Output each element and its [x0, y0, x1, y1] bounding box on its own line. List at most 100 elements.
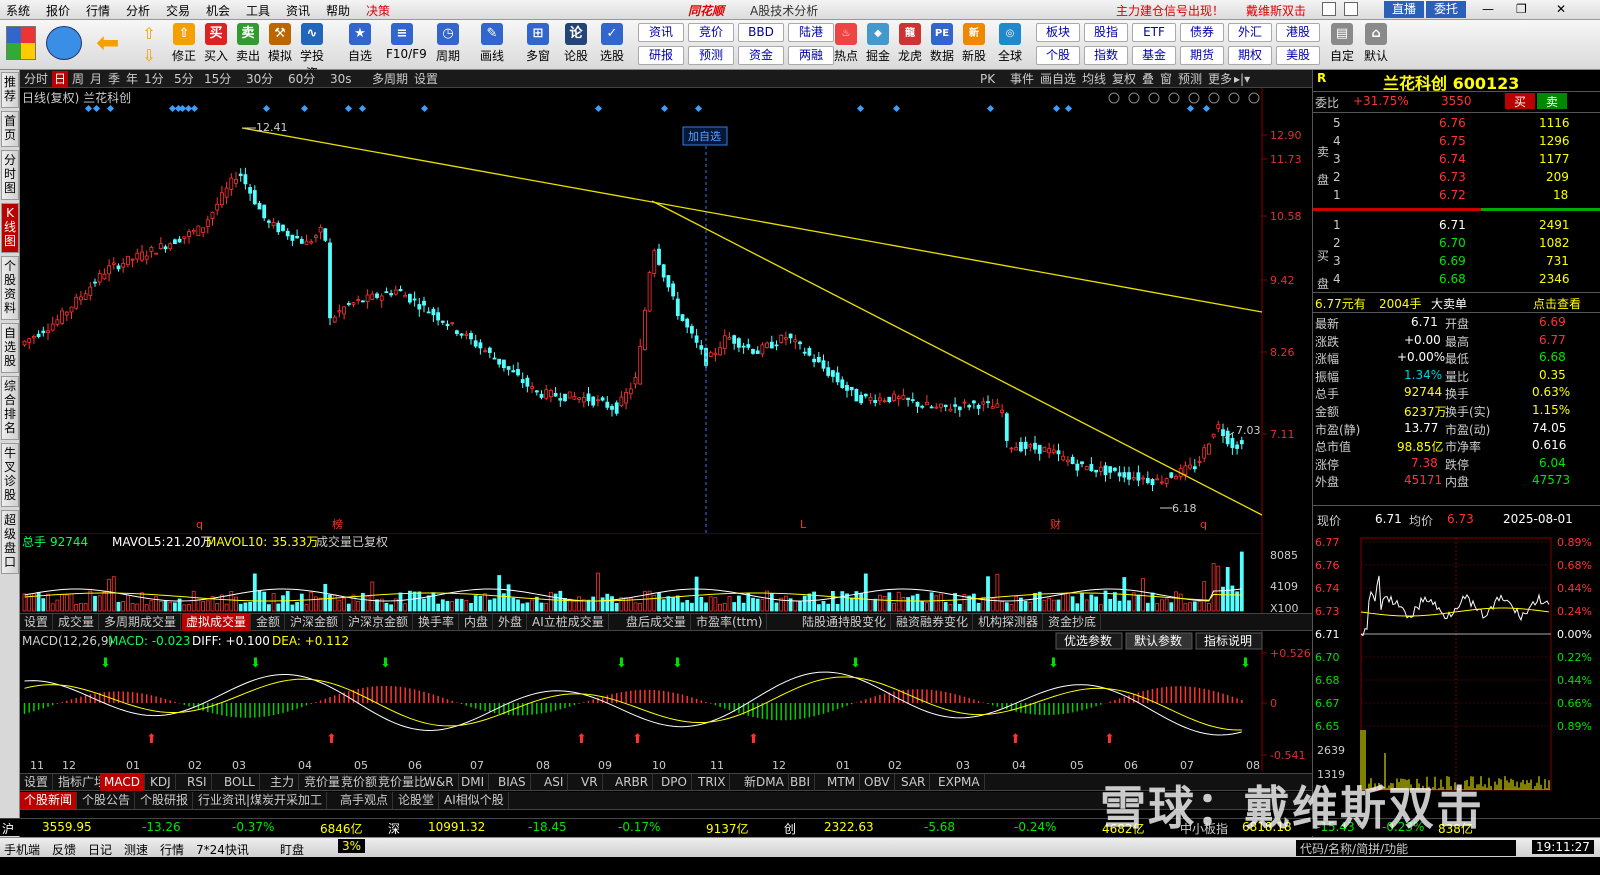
- quick-0-1-button[interactable]: 竞价: [688, 23, 734, 42]
- gear-icon[interactable]: [1108, 92, 1120, 104]
- period-5[interactable]: 年: [126, 72, 139, 86]
- menu-chance[interactable]: 机会: [206, 4, 231, 18]
- period-right-1[interactable]: 事件: [1010, 72, 1035, 86]
- ind-tab-23[interactable]: EXPMA: [934, 774, 985, 791]
- vol-tab-8[interactable]: 内盘: [460, 614, 494, 631]
- vol-tab-11[interactable]: 盘后成交量: [622, 614, 692, 631]
- user-name[interactable]: 戴维斯双击: [1246, 4, 1307, 18]
- status-item-6[interactable]: 盯盘: [280, 843, 305, 857]
- event-diamond-icon[interactable]: [168, 104, 177, 113]
- add-watch-box[interactable]: [682, 126, 728, 146]
- menu-news[interactable]: 资讯: [286, 4, 311, 18]
- buy-button[interactable]: 买: [1505, 93, 1535, 109]
- vtab-4[interactable]: 个股资料: [1, 256, 19, 320]
- vol-tab-2[interactable]: 多周期成交量: [100, 614, 182, 631]
- ind-tab-21[interactable]: OBV: [860, 774, 895, 791]
- period-8[interactable]: 15分: [204, 72, 232, 86]
- quick-1-2-button[interactable]: 资金: [738, 46, 784, 65]
- status-item-3[interactable]: 测速: [124, 843, 149, 857]
- vtab-5[interactable]: 自选股: [1, 323, 19, 373]
- period-1[interactable]: 日: [52, 71, 69, 87]
- brush-icon[interactable]: [1128, 92, 1140, 104]
- news-tab-6[interactable]: AI相似个股: [440, 792, 509, 809]
- menu-analysis[interactable]: 分析: [126, 4, 151, 18]
- mail-icon[interactable]: [1344, 2, 1358, 16]
- period-6[interactable]: 1分: [144, 72, 164, 86]
- close-icon[interactable]: ✕: [1556, 2, 1567, 16]
- eye2-icon[interactable]: [1168, 92, 1180, 104]
- vol-tab-4[interactable]: 金额: [252, 614, 286, 631]
- period-0[interactable]: 分时: [24, 72, 49, 86]
- vtab-2[interactable]: 分时图: [1, 150, 19, 200]
- vol-tab-5[interactable]: 沪深金额: [286, 614, 344, 631]
- period-right-6[interactable]: 窗: [1160, 72, 1173, 86]
- sell-button[interactable]: 卖: [1537, 93, 1567, 109]
- ind-tab-22[interactable]: SAR: [897, 774, 931, 791]
- event-diamond-icon[interactable]: [300, 104, 309, 113]
- market-0-2-button[interactable]: ETF: [1132, 23, 1176, 42]
- event-diamond-icon[interactable]: [594, 104, 603, 113]
- event-diamond-icon[interactable]: [178, 104, 187, 113]
- vol-tab-12[interactable]: 市盈率(ttm): [692, 614, 768, 631]
- market-1-0-button[interactable]: 个股: [1036, 46, 1080, 65]
- toolbar-1-button[interactable]: 买买入: [200, 22, 232, 68]
- vol-tab-15[interactable]: 机构探测器: [974, 614, 1044, 631]
- period-7[interactable]: 5分: [174, 72, 194, 86]
- period-right-5[interactable]: 叠: [1142, 72, 1155, 86]
- toolbar-mid-5-button[interactable]: ◎ 全球: [994, 22, 1026, 68]
- event-diamond-icon[interactable]: [856, 104, 865, 113]
- market-1-2-button[interactable]: 基金: [1132, 46, 1176, 65]
- news-tab-5[interactable]: 论股堂: [394, 792, 440, 809]
- vol-tab-9[interactable]: 外盘: [494, 614, 528, 631]
- status-item-1[interactable]: 反馈: [52, 843, 77, 857]
- assistant-robot-icon[interactable]: [46, 26, 82, 60]
- quick-0-0-button[interactable]: 资讯: [638, 23, 684, 42]
- event-diamond-icon[interactable]: [660, 104, 669, 113]
- arrow-up-icon[interactable]: ⇧: [142, 24, 156, 43]
- toolbar-4-button[interactable]: ∿学投资: [296, 22, 328, 80]
- zoom-in-icon[interactable]: [1228, 92, 1240, 104]
- global-search-input[interactable]: 代码/名称/简拼/功能: [1296, 840, 1516, 856]
- period-10[interactable]: 60分: [288, 72, 316, 86]
- market-1-4-button[interactable]: 期权: [1228, 46, 1272, 65]
- toolbar-6-button[interactable]: ≡ F10/F9: [386, 22, 427, 68]
- period-right-2[interactable]: 画自选: [1040, 72, 1077, 86]
- menu-trade[interactable]: 交易: [166, 4, 191, 18]
- vtab-3[interactable]: K线图: [1, 203, 19, 253]
- signal-text[interactable]: 主力建仓信号出现！: [1116, 4, 1225, 18]
- live-button[interactable]: 直播: [1384, 1, 1424, 18]
- news-tab-1[interactable]: 个股公告: [78, 792, 136, 809]
- toolbar-10-button[interactable]: 论论股: [560, 22, 592, 68]
- macd-button-1[interactable]: [1125, 632, 1193, 650]
- zoom-out-icon[interactable]: [1248, 92, 1260, 104]
- period-right-0[interactable]: PK: [980, 72, 996, 86]
- toolbar-2-button[interactable]: 卖卖出: [232, 22, 264, 68]
- ind-tab-13[interactable]: ASI: [540, 774, 569, 791]
- ind-tab-17[interactable]: TRIX: [694, 774, 731, 791]
- news-tab-0[interactable]: 个股新闻: [20, 792, 78, 809]
- vol-tab-0[interactable]: 设置: [20, 614, 54, 631]
- restore-icon[interactable]: ❐: [1516, 2, 1527, 16]
- vtab-8[interactable]: 超级盘口: [1, 510, 19, 574]
- period-right-7[interactable]: 预测: [1178, 72, 1203, 86]
- toolbar-5-button[interactable]: ★ 自选: [344, 22, 376, 68]
- event-diamond-icon[interactable]: [184, 104, 193, 113]
- ind-tab-20[interactable]: MTM: [823, 774, 861, 791]
- event-diamond-icon[interactable]: [190, 104, 199, 113]
- event-diamond-icon[interactable]: [358, 104, 367, 113]
- toolbar-mid-0-button[interactable]: ♨ 热点: [830, 22, 862, 68]
- market-0-1-button[interactable]: 股指: [1084, 23, 1128, 42]
- toolbar-mid-1-button[interactable]: ◆ 掘金: [862, 22, 894, 68]
- reset-icon[interactable]: [1208, 92, 1220, 104]
- period-right-4[interactable]: 复权: [1112, 72, 1137, 86]
- toolbar-mid-3-button[interactable]: PE 数据: [926, 22, 958, 68]
- ind-tab-0[interactable]: 设置: [20, 774, 54, 791]
- market-0-3-button[interactable]: 债券: [1180, 23, 1224, 42]
- toolbar-0-button[interactable]: ⇧ 修正: [168, 22, 200, 68]
- ind-tab-19[interactable]: BBI: [786, 774, 816, 791]
- vtab-6[interactable]: 综合排名: [1, 376, 19, 440]
- market-0-0-button[interactable]: 板块: [1036, 23, 1080, 42]
- vol-tab-3[interactable]: 虚拟成交量: [182, 614, 252, 631]
- vol-tab-7[interactable]: 换手率: [414, 614, 460, 631]
- event-diamond-icon[interactable]: [344, 104, 353, 113]
